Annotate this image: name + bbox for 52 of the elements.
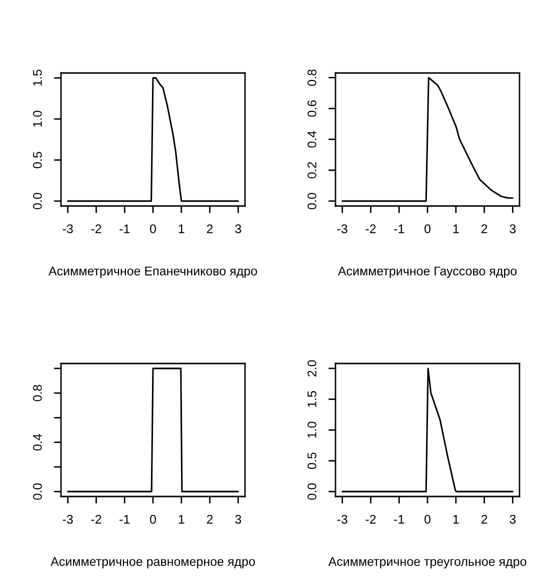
y-tick-label: 1.5 [308, 391, 316, 407]
x-tick-label: 3 [235, 224, 242, 234]
y-tick-label: 1.5 [33, 70, 42, 86]
x-tick-label: 0 [424, 224, 430, 234]
y-tick-label: 0.0 [33, 192, 42, 210]
x-tick-label: 1 [453, 224, 459, 234]
x-tick-label: -2 [91, 224, 102, 234]
x-tick-label: 2 [206, 224, 213, 234]
x-tick-label: -1 [394, 515, 404, 524]
line-series [342, 76, 514, 202]
x-tick-label: -2 [366, 514, 376, 524]
x-tick-label: 1 [178, 224, 184, 234]
x-axis-title: Асимметричное треугольное ядро [328, 557, 526, 568]
y-tick-label: 0.6 [308, 100, 316, 117]
x-tick-label: 2 [481, 514, 488, 524]
x-tick-label: -1 [120, 224, 130, 234]
x-tick-label: 3 [510, 224, 516, 234]
x-tick-label: 0 [150, 224, 156, 234]
y-tick-label: 0.0 [33, 483, 42, 500]
x-tick-label: 3 [235, 514, 242, 524]
x-tick-label: -3 [337, 514, 348, 524]
y-tick-label: 0.4 [33, 434, 42, 451]
x-tick-label: -3 [62, 514, 73, 524]
line-series [67, 77, 239, 202]
x-axis-title: Асимметричное Гауссово ядро [338, 266, 517, 278]
x-tick-label: -2 [366, 224, 376, 234]
x-tick-label: 1 [453, 515, 459, 524]
x-tick-label: 0 [150, 514, 156, 524]
y-tick-label: 0.2 [308, 162, 316, 178]
x-tick-label: -2 [91, 514, 102, 524]
y-tick-label: 1.0 [308, 422, 316, 438]
x-tick-label: 0 [424, 514, 430, 524]
y-tick-label: 1.0 [33, 110, 42, 127]
y-tick-label: 0.5 [308, 452, 316, 469]
x-axis-title: Асимметричное равномерное ядро [50, 557, 255, 568]
y-tick-label: 0.8 [33, 384, 42, 402]
x-tick-label: 2 [481, 224, 488, 234]
x-tick-label: 2 [206, 514, 213, 524]
x-tick-label: -1 [120, 515, 130, 524]
y-tick-label: 0.5 [33, 152, 42, 168]
x-tick-label: -3 [62, 224, 73, 234]
y-tick-label: 0.0 [308, 483, 316, 500]
y-tick-label: 0.0 [308, 192, 316, 210]
y-tick-label: 0.8 [308, 69, 316, 86]
y-tick-label: 0.4 [308, 131, 316, 148]
x-axis-title: Асимметричное Епанечниково ядро [48, 266, 258, 278]
x-tick-label: 3 [510, 514, 516, 524]
y-tick-label: 2.0 [308, 360, 316, 376]
x-tick-label: -1 [394, 224, 404, 234]
x-tick-label: 1 [178, 515, 184, 524]
line-series [342, 368, 514, 492]
x-tick-label: -3 [337, 224, 348, 234]
